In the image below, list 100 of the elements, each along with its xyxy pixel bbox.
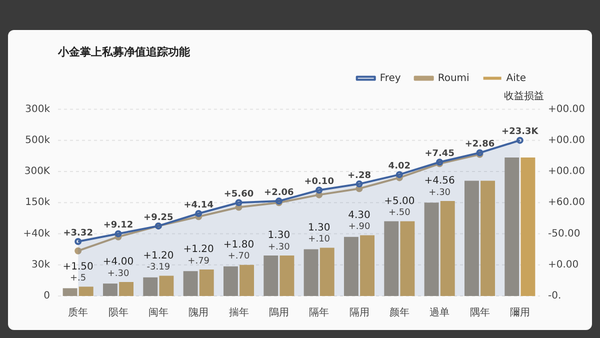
point — [74, 238, 82, 246]
bar — [344, 236, 358, 296]
bar — [223, 266, 238, 296]
text: +00.00 — [548, 134, 586, 146]
annotation: +.50 — [388, 208, 411, 218]
bar — [320, 248, 334, 296]
text: +40k — [23, 228, 50, 240]
annotation: +2.06 — [264, 188, 294, 198]
annotation: +1.20 — [143, 250, 174, 262]
x-tick-label: 過单 — [430, 306, 450, 319]
x-tick-label: 颜年 — [389, 306, 410, 319]
bar — [264, 256, 278, 296]
bar — [62, 288, 78, 296]
annotation: +1.80 — [223, 239, 254, 250]
bar — [183, 271, 198, 296]
text: +0.00 — [548, 259, 579, 270]
point — [235, 199, 242, 206]
bar — [440, 201, 455, 296]
annotation: 1.30 — [268, 230, 290, 242]
point — [356, 185, 363, 192]
bar — [143, 277, 158, 296]
annotation: +.30 — [428, 188, 451, 198]
text: 500k — [25, 134, 50, 146]
text: -50.00 — [548, 228, 580, 240]
bar — [504, 157, 520, 296]
annotation: +.30 — [268, 242, 290, 252]
point — [396, 174, 403, 182]
text: +00.00 — [548, 104, 586, 115]
point — [396, 171, 403, 178]
chart-title: 小金掌上私募净值追踪功能 — [57, 45, 191, 58]
bar — [400, 221, 415, 296]
bar — [119, 282, 134, 296]
x-tick-label: 质年 — [68, 306, 88, 319]
bar — [464, 180, 479, 296]
annotation: +.70 — [228, 252, 250, 262]
x-tick-label: 闽年 — [148, 306, 168, 319]
annotation: +23.3K — [502, 127, 540, 138]
bar — [102, 284, 118, 296]
annotation: +1.20 — [183, 244, 214, 256]
annotation: +.5 — [70, 274, 86, 284]
bar — [480, 180, 496, 296]
bar — [304, 249, 318, 296]
annotation: 4.30 — [348, 210, 370, 221]
annotation: +9.25 — [144, 212, 174, 223]
x-tick-label: 隔年 — [309, 306, 330, 319]
point — [316, 191, 323, 198]
text: 300K — [24, 166, 50, 178]
point — [195, 213, 202, 220]
x-tick-label: 隝用 — [268, 306, 289, 319]
text: -0. — [548, 290, 562, 302]
y2-axis-title: 收益损益 — [504, 90, 544, 102]
text: 300k — [25, 104, 50, 115]
point — [114, 230, 122, 238]
annotation: 1.30 — [308, 222, 330, 234]
annotation: +1.50 — [62, 261, 94, 272]
annotation: +4.56 — [424, 176, 455, 187]
annotation: +2.86 — [464, 140, 495, 150]
legend-label: Roumi — [438, 72, 470, 84]
annotation: +3.32 — [63, 228, 93, 238]
annotation: +4.14 — [184, 200, 214, 210]
annotation: +7.45 — [424, 148, 454, 159]
bar — [520, 157, 536, 296]
annotation: +.79 — [188, 256, 210, 266]
point — [74, 247, 82, 254]
bar — [424, 202, 439, 296]
legend-label: Aite — [506, 72, 526, 84]
point — [356, 180, 363, 188]
x-tick-label: 隗用 — [188, 306, 209, 319]
x-tick-label: 揣年 — [228, 306, 249, 319]
bar — [360, 235, 375, 296]
annotation: +.30 — [107, 268, 130, 279]
x-tick-label: 隅年 — [470, 306, 490, 319]
annotation: +.28 — [348, 170, 371, 181]
annotation: +5.00 — [384, 196, 415, 207]
bar — [199, 270, 214, 296]
text: 30k — [31, 259, 50, 270]
text: 150k — [25, 197, 50, 208]
bar — [280, 256, 294, 296]
x-tick-label: 陨年 — [108, 306, 128, 319]
annotation: +.90 — [348, 222, 370, 232]
annotation: +4.00 — [102, 256, 134, 268]
annotation: 4.02 — [388, 161, 411, 172]
text: +00.00 — [548, 166, 586, 178]
point — [235, 204, 242, 211]
legend-label: Frey — [380, 72, 401, 84]
bar — [384, 221, 399, 296]
bar — [78, 286, 94, 296]
annotation: +9.12 — [103, 220, 134, 231]
point — [316, 186, 323, 194]
bar — [240, 264, 254, 296]
annotation: +5.60 — [224, 189, 254, 200]
text: 0 — [44, 290, 50, 302]
text: +60.00 — [548, 197, 586, 208]
annotation: -3.19 — [146, 262, 170, 273]
annotation: +0.10 — [304, 176, 334, 187]
x-tick-label: 隔用 — [349, 308, 370, 319]
point — [516, 136, 524, 144]
annotation: +.10 — [308, 234, 330, 245]
point — [195, 210, 202, 217]
x-tick-label: 隬用 — [510, 308, 530, 319]
